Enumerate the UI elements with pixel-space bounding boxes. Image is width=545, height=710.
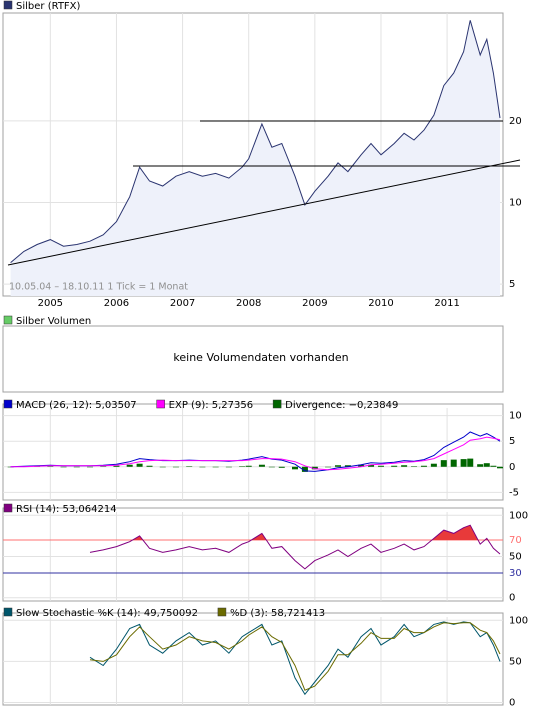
bar — [47, 466, 54, 467]
bar — [358, 464, 365, 467]
line — [10, 20, 501, 263]
bar — [334, 465, 341, 467]
panel-box — [2, 507, 504, 602]
bar — [391, 465, 398, 467]
bar — [325, 466, 332, 468]
bar — [301, 466, 308, 472]
legend-label: Divergence: −0,23849 — [285, 400, 398, 411]
y-tick-label: 0 — [509, 462, 515, 473]
bar — [440, 460, 447, 467]
bar — [401, 465, 408, 467]
bar — [146, 465, 153, 467]
bar — [377, 465, 384, 467]
x-tick-label: 2005 — [38, 298, 63, 309]
bar — [483, 463, 490, 467]
area — [10, 20, 500, 297]
legend-swatch — [3, 607, 13, 617]
bar — [411, 466, 418, 467]
legend-swatch — [272, 399, 282, 409]
y-tick-label: 50 — [509, 552, 522, 563]
legend-swatch — [3, 315, 13, 325]
legend-label: Silber Volumen — [16, 316, 91, 327]
legend-swatch — [156, 399, 165, 409]
y-tick-label: -5 — [509, 487, 519, 498]
bar — [186, 466, 193, 467]
y-tick-label: 100 — [509, 510, 528, 521]
bar — [292, 466, 298, 470]
y-tick-label: 5 — [509, 279, 515, 290]
legend-label: MACD (26, 12): 5,03507 — [16, 400, 137, 411]
legend-swatch — [3, 503, 13, 513]
bar — [467, 458, 474, 467]
x-tick-label: 2007 — [170, 298, 195, 309]
x-tick-label: 2006 — [104, 298, 129, 309]
bar — [239, 466, 246, 467]
panel-box — [2, 325, 504, 393]
line — [89, 524, 501, 570]
legend-label: Silber (RTFX) — [16, 1, 81, 12]
y-tick-label: 10 — [509, 411, 522, 422]
bar — [113, 465, 120, 467]
y-tick-label: 100 — [509, 615, 528, 626]
overbought-fill — [90, 525, 500, 541]
legend-label: Slow Stochastic %K (14): 49,750092 — [16, 608, 198, 619]
bar — [73, 466, 80, 468]
legend-swatch — [217, 607, 227, 617]
bar — [497, 466, 503, 469]
bar — [278, 466, 285, 468]
legend-label: %D (3): 58,721413 — [230, 608, 325, 619]
x-tick-label: 2008 — [236, 298, 261, 309]
y-tick-label: 50 — [509, 656, 522, 667]
bar — [460, 459, 467, 467]
legend-swatch — [3, 0, 13, 10]
panel-box — [2, 403, 504, 501]
line — [10, 436, 501, 471]
x-tick-label: 2009 — [302, 298, 327, 309]
line — [10, 431, 501, 472]
bar — [344, 465, 351, 467]
bar — [199, 466, 206, 468]
y-tick-label: 0 — [509, 593, 515, 604]
bar — [477, 464, 484, 467]
bar — [225, 466, 232, 468]
annotation: 10.05.04 – 18.10.11 1 Tick = 1 Monat — [9, 282, 188, 293]
y-tick-label: 70 — [509, 535, 522, 546]
y-tick-label: 20 — [509, 116, 522, 127]
bar — [159, 466, 166, 468]
trend-line — [7, 159, 521, 266]
bar — [420, 465, 427, 467]
bar — [368, 464, 375, 467]
bar — [311, 466, 318, 470]
bar — [258, 464, 265, 467]
bar — [490, 465, 497, 467]
bar — [136, 463, 143, 467]
message: keine Volumendaten vorhanden — [173, 351, 348, 364]
bar — [126, 464, 133, 467]
bar — [100, 466, 107, 467]
bar — [87, 466, 93, 468]
bar — [245, 465, 252, 467]
bar — [430, 463, 437, 467]
bar — [212, 466, 219, 468]
legend-label: EXP (9): 5,27356 — [169, 400, 253, 411]
y-tick-label: 5 — [509, 436, 515, 447]
legend-swatch — [3, 399, 13, 409]
bar — [450, 459, 457, 467]
panel-box — [2, 612, 504, 706]
y-tick-label: 10 — [509, 198, 522, 209]
bar — [268, 466, 275, 468]
y-tick-label: 0 — [509, 698, 515, 709]
x-tick-label: 2011 — [434, 298, 459, 309]
bar — [60, 466, 67, 468]
y-tick-label: 30 — [509, 568, 522, 579]
bar — [172, 466, 179, 468]
line — [89, 622, 501, 691]
legend-label: RSI (14): 53,064214 — [16, 504, 117, 515]
x-tick-label: 2010 — [368, 298, 393, 309]
